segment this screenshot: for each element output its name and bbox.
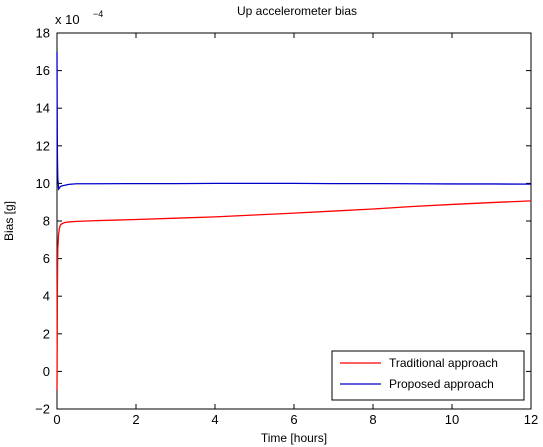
y-multiplier-base: x 10 (55, 12, 80, 27)
series-line-0 (56, 200, 532, 391)
y-tick-label: 4 (43, 289, 50, 304)
y-axis-title: Bias [g] (2, 201, 16, 241)
plot-area (56, 32, 532, 410)
x-tick-label: 0 (53, 412, 60, 427)
x-axis-ticks: 0 2 4 6 8 10 12 (53, 33, 538, 427)
legend-box (331, 350, 525, 401)
y-tick-label: 8 (43, 214, 50, 229)
x-tick-label: 4 (211, 412, 218, 427)
x-tick-label: 2 (132, 412, 139, 427)
y-tick-label: −2 (35, 402, 50, 417)
x-axis-title: Time [hours] (261, 431, 327, 445)
series-line-1 (56, 51, 532, 191)
x-tick-label: 10 (445, 412, 459, 427)
y-tick-label: 2 (43, 326, 50, 341)
series-lines (56, 51, 532, 391)
y-multiplier: x 10 −4 (55, 9, 103, 27)
x-tick-label: 12 (524, 412, 538, 427)
legend-label-proposed: Proposed approach (389, 377, 494, 391)
x-tick-label: 8 (369, 412, 376, 427)
y-tick-label: 16 (36, 63, 50, 78)
chart-title: Up accelerometer bias (237, 4, 357, 18)
y-tick-label: 18 (36, 26, 50, 41)
y-tick-label: 10 (36, 176, 50, 191)
y-tick-label: 6 (43, 251, 50, 266)
y-tick-label: 0 (43, 364, 50, 379)
y-multiplier-exponent: −4 (93, 9, 103, 19)
y-tick-label: 12 (36, 138, 50, 153)
x-tick-label: 6 (290, 412, 297, 427)
y-tick-label: 14 (36, 101, 50, 116)
legend: Traditional approach Proposed approach (331, 350, 525, 401)
legend-label-traditional: Traditional approach (389, 356, 498, 370)
